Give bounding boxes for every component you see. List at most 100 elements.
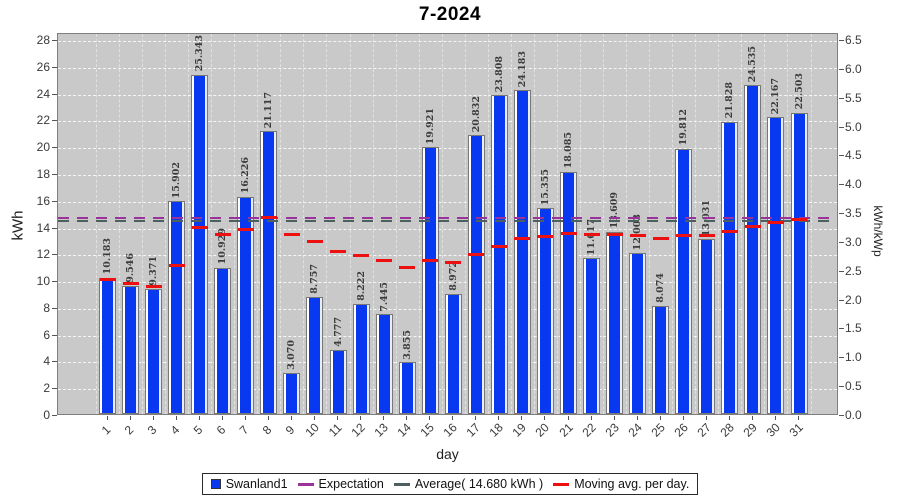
moving-avg-segment (791, 217, 807, 221)
right-axis-tick-label: 5.0 (845, 119, 862, 134)
moving-avg-segment (168, 263, 185, 267)
bar-value-label: 16.226 (240, 157, 252, 194)
moving-avg-segment (629, 234, 646, 238)
h-gridline (58, 201, 837, 203)
right-axis-tick (839, 126, 844, 128)
moving-avg-segment (399, 266, 416, 270)
left-axis-tick (52, 40, 57, 41)
x-axis-tick (751, 416, 753, 420)
moving-avg-segment (560, 232, 577, 236)
moving-avg-segment (698, 233, 715, 237)
x-axis-tick (682, 416, 684, 420)
bar-value-label: 9.371 (148, 255, 160, 286)
right-axis-tick (839, 97, 844, 99)
v-gridline (603, 34, 605, 414)
right-axis-tick (839, 328, 844, 330)
bar-day-30 (767, 117, 785, 414)
right-axis-tick (839, 68, 844, 70)
left-axis-tick-label: 18 (36, 166, 50, 181)
right-axis-tick-label: 0.5 (845, 379, 862, 394)
left-axis-tick (52, 147, 57, 149)
bar-value-label: 18.085 (563, 132, 574, 169)
right-axis-tick-label: 2.0 (845, 292, 862, 307)
x-axis-tick (705, 416, 707, 420)
day-label-29: 29 (740, 420, 760, 440)
bar-day-21 (560, 171, 577, 414)
v-gridline (326, 34, 328, 414)
day-label-25: 25 (648, 420, 668, 440)
left-axis-tick-label: 16 (36, 193, 50, 208)
left-axis-tick-label: 24 (36, 86, 50, 101)
v-gridline (119, 34, 121, 414)
v-gridline (188, 34, 190, 414)
expectation-line (58, 217, 837, 220)
x-axis-tick (175, 416, 177, 420)
v-gridline (649, 34, 651, 414)
moving-avg-segment (306, 239, 323, 243)
h-gridline (58, 282, 837, 284)
bar-day-5 (191, 74, 209, 414)
day-label-9: 9 (282, 422, 298, 438)
bar-day-7 (237, 196, 255, 414)
v-gridline (556, 34, 558, 414)
legend-label: Moving avg. per day. (574, 477, 690, 491)
average-line (58, 219, 837, 222)
v-gridline (580, 34, 582, 414)
bar-day-14 (398, 362, 416, 414)
left-axis-tick (52, 388, 57, 390)
day-label-3: 3 (144, 422, 159, 438)
moving-avg-segment (237, 227, 254, 231)
day-label-7: 7 (236, 422, 252, 438)
legend-line-swatch-icon (393, 482, 410, 486)
day-label-11: 11 (325, 420, 345, 440)
left-axis-tick (52, 200, 57, 202)
left-axis-tick-label: 26 (36, 59, 50, 74)
x-axis-tick (406, 416, 408, 420)
bar-day-25 (652, 305, 670, 414)
bar-value-label: 23.808 (493, 55, 505, 93)
left-axis-tick-label: 20 (36, 140, 50, 155)
legend: Swanland1 Expectation Average( 14.680 kWh … (201, 473, 699, 495)
bar-value-label: 7.445 (378, 281, 390, 312)
moving-avg-segment (283, 233, 300, 237)
bar-value-label: 10.183 (102, 238, 113, 275)
day-label-26: 26 (671, 420, 691, 440)
x-axis-tick (774, 416, 776, 420)
v-gridline (487, 34, 489, 414)
day-label-13: 13 (371, 420, 391, 440)
day-label-17: 17 (463, 420, 484, 440)
v-gridline (626, 34, 628, 414)
bar-day-22 (583, 258, 601, 414)
left-axis-tick (52, 66, 57, 68)
x-axis-tick (636, 416, 638, 420)
bar-value-label: 13.609 (609, 192, 621, 229)
right-axis-tick (839, 270, 844, 272)
h-gridline (58, 41, 837, 42)
bar-value-label: 21.828 (724, 82, 736, 119)
v-gridline (211, 34, 213, 414)
day-label-6: 6 (213, 422, 229, 438)
day-label-2: 2 (121, 422, 136, 438)
bar-value-label: 8.757 (309, 263, 321, 294)
right-axis-tick (839, 299, 844, 301)
legend-label: Swanland1 (225, 477, 288, 491)
right-axis-tick-label: 6.5 (845, 33, 862, 47)
bar-value-label: 20.832 (470, 95, 482, 132)
bar-day-10 (306, 296, 324, 414)
v-gridline (810, 34, 812, 414)
left-axis-tick (52, 415, 57, 416)
bar-day-19 (513, 90, 531, 414)
moving-avg-segment (721, 229, 738, 233)
legend-label: Average( 14.680 kWh ) (414, 477, 544, 491)
left-axis-tick-label: 22 (36, 113, 50, 128)
day-label-5: 5 (190, 422, 206, 438)
v-gridline (741, 34, 743, 414)
bar-value-label: 24.535 (747, 46, 759, 83)
bar-value-label: 9.546 (125, 253, 137, 284)
left-axis-tick (52, 307, 57, 309)
bar-day-1 (99, 277, 116, 414)
bar-value-label: 22.503 (793, 73, 805, 110)
bar-day-31 (790, 112, 808, 414)
left-axis-tick (52, 93, 57, 95)
h-gridline (58, 255, 837, 257)
